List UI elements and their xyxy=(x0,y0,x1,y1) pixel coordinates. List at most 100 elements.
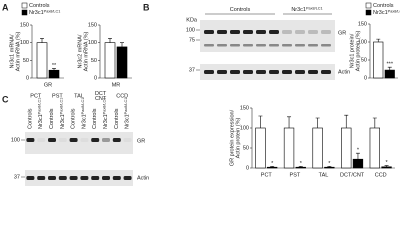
x-tick-label: MR xyxy=(112,82,121,88)
blot-band xyxy=(80,138,89,142)
x-tick-label: PST xyxy=(290,172,301,178)
legend-swatch xyxy=(21,2,28,9)
blot-band xyxy=(217,70,227,74)
error-bar xyxy=(52,68,56,71)
significance: * xyxy=(385,160,388,166)
blot-band xyxy=(204,44,214,47)
error-bar xyxy=(344,114,349,128)
y-tick-label: 100 xyxy=(240,125,249,131)
y-axis-label: Nr3c1 protein/ xyxy=(349,33,355,68)
legend-label: Nr3c1Pax8/LC1 xyxy=(373,9,400,16)
kda-marker: 75 xyxy=(189,37,195,43)
kda-marker: 100 xyxy=(186,27,195,33)
lane-label-main: Controls xyxy=(114,108,120,129)
blot-band xyxy=(204,70,214,74)
kda-marker: 37 xyxy=(189,67,195,73)
bar xyxy=(381,166,392,169)
blot-band xyxy=(269,70,279,74)
y-tick-label: 0 xyxy=(94,75,97,81)
significance: * xyxy=(357,148,360,154)
blot-band xyxy=(321,70,331,74)
blot-band xyxy=(48,176,56,180)
group-label-main: Nr3c1 xyxy=(291,7,306,13)
bar xyxy=(104,42,116,79)
y-tick-label: 100 xyxy=(20,40,29,46)
x-tick-label: CCD xyxy=(375,172,387,178)
blot-band xyxy=(295,44,305,47)
kda-marker: 100 xyxy=(11,137,20,143)
lane-label: Nr3c1Pax8/LC1 xyxy=(38,98,45,129)
blot xyxy=(25,132,133,154)
bar xyxy=(48,69,60,79)
significance: ** xyxy=(52,63,57,69)
bar xyxy=(324,166,335,169)
blot-band xyxy=(91,176,100,180)
legend-label-main: Nr3c1 xyxy=(373,10,388,16)
significance: * xyxy=(271,161,274,167)
blot-band xyxy=(282,44,292,47)
blot-band xyxy=(48,138,56,142)
segment-label: CNT xyxy=(95,96,107,102)
lane-label: Controls xyxy=(71,108,77,129)
bar xyxy=(341,127,352,169)
blot-band xyxy=(112,176,121,180)
legend-swatch xyxy=(21,9,28,16)
group-label-sup: Pax8/LC1 xyxy=(306,7,323,11)
blot-band xyxy=(269,30,279,34)
bar xyxy=(312,127,323,169)
legend-label-main: Controls xyxy=(373,3,394,9)
blot-band xyxy=(230,70,240,74)
panel-label: C xyxy=(2,94,9,104)
error-bar xyxy=(287,116,292,128)
lane-label-sup: Pax8/LC1 xyxy=(81,98,85,115)
error-bar xyxy=(315,117,320,128)
y-axis-label: Nr3c1 mRNA/ xyxy=(9,34,15,68)
lane-label-sup: Pax8/LC1 xyxy=(103,98,107,115)
y-tick-label: 150 xyxy=(240,105,249,111)
blot-band xyxy=(308,30,318,34)
bar xyxy=(384,69,395,79)
y-tick-label: 50 xyxy=(361,57,367,63)
lane-label: Controls xyxy=(28,108,34,129)
blot-band xyxy=(26,176,35,180)
error-bar xyxy=(384,165,389,167)
lane-label-sup: Pax8/LC1 xyxy=(59,98,63,115)
lane-label-main: Nr3c1 xyxy=(39,114,45,129)
y-tick-label: 100 xyxy=(358,39,367,45)
significance: * xyxy=(300,161,303,167)
blot-band xyxy=(321,30,331,34)
lane-label: Controls xyxy=(93,108,99,129)
x-tick-label: TAL xyxy=(319,172,329,178)
lane-label: Controls xyxy=(114,108,120,129)
segment-label: TAL xyxy=(74,93,84,99)
y-axis-label: GR protein expression/ xyxy=(229,109,235,166)
kda-label: KDa xyxy=(186,17,198,23)
x-tick-label: DCT/CNT xyxy=(340,172,365,178)
legend-label-sup: Pax8/LC1 xyxy=(44,9,61,13)
blot-band xyxy=(243,30,253,34)
lane-label: Nr3c1Pax8/LC1 xyxy=(59,98,66,129)
legend-label: Controls xyxy=(29,3,50,9)
blot-band xyxy=(282,30,292,34)
error-bar xyxy=(372,117,377,128)
blot-band xyxy=(37,176,46,180)
kda-marker: 37 xyxy=(14,174,20,180)
group-label: Controls xyxy=(230,7,251,13)
legend-label: Nr3c1Pax8/LC1 xyxy=(29,9,60,16)
blot-band xyxy=(69,176,78,180)
blot-band xyxy=(230,44,240,47)
y-tick-label: 150 xyxy=(358,21,367,27)
y-tick-label: 150 xyxy=(88,22,97,28)
blot-band xyxy=(256,70,266,74)
lane-label-main: Controls xyxy=(28,108,34,129)
x-tick-label: PCT xyxy=(261,172,273,178)
lane-label-main: Controls xyxy=(71,108,77,129)
blot-band xyxy=(102,138,110,142)
y-axis-label: Actin mRNA (%) xyxy=(15,31,21,71)
lane-label-main: Nr3c1 xyxy=(60,114,66,129)
legend-label-main: Controls xyxy=(29,3,50,9)
segment-label: PCT xyxy=(30,93,42,99)
panel-label: A xyxy=(2,2,9,12)
blot-band xyxy=(58,176,67,180)
